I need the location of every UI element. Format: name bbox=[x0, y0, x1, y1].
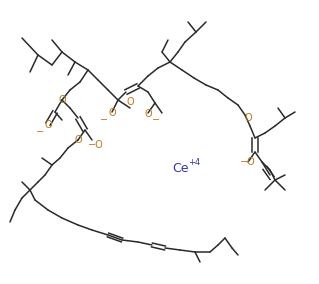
Text: O: O bbox=[144, 109, 152, 119]
Text: −O: −O bbox=[240, 157, 256, 167]
Text: O: O bbox=[58, 95, 66, 105]
Text: O: O bbox=[44, 120, 52, 130]
Text: O: O bbox=[74, 135, 82, 145]
Text: O: O bbox=[126, 97, 134, 107]
Text: −: − bbox=[152, 115, 160, 125]
Text: O: O bbox=[244, 113, 252, 123]
Text: −: − bbox=[36, 127, 44, 137]
Text: +4: +4 bbox=[188, 158, 200, 166]
Text: −O: −O bbox=[88, 140, 104, 150]
Text: Ce: Ce bbox=[172, 162, 189, 174]
Text: −: − bbox=[100, 115, 108, 125]
Text: O: O bbox=[108, 108, 116, 118]
